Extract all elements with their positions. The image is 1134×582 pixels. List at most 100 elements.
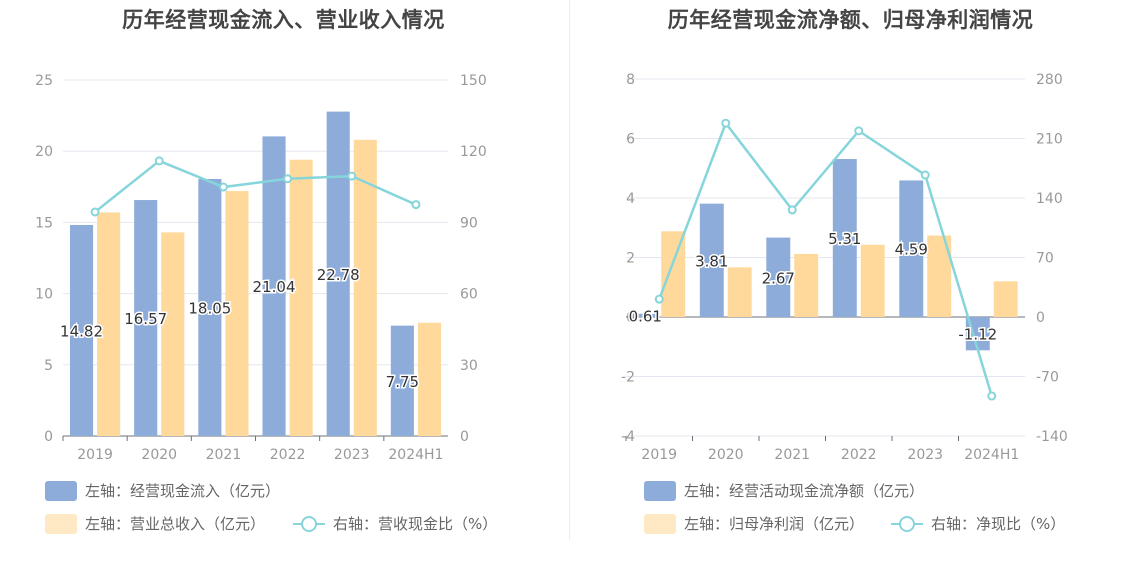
bar-data-label: 3.81 [695,252,728,270]
bar-data-label: 5.31 [828,230,861,248]
right-axis-tick-label: 280 [1036,72,1063,88]
right-axis-tick-label: 0 [460,429,469,445]
legend-item-line[interactable]: 右轴：营收现金比（%） [293,513,497,534]
bar-data-label: 7.75 [386,373,419,391]
bar-series-2[interactable] [353,139,377,437]
bar-series-1[interactable] [326,111,350,437]
right-axis-tick-label: -70 [1036,370,1059,386]
bar-series-1[interactable] [899,180,924,317]
bar-series-1[interactable] [134,200,158,436]
left-axis-tick-label: -2 [621,370,635,386]
bar-series-1[interactable] [69,224,94,436]
right-axis-tick-label: 60 [460,287,478,303]
bar-data-label: 16.57 [124,310,167,328]
legend-line-icon [293,514,325,534]
left-chart-panel: 历年经营现金流入、营业收入情况 0 5 10 15 20 25 0 30 60 90 120 150 2… [35,8,497,534]
x-axis-tick-label: 2022 [841,447,877,463]
bar-series-2[interactable] [993,281,1018,317]
line-point[interactable] [787,205,797,215]
line-point[interactable] [920,170,930,180]
left-axis-tick-label: 0 [626,310,635,326]
bar-series-2[interactable] [927,235,952,317]
bar-series-2[interactable] [417,322,442,436]
bar-series-1[interactable] [832,159,857,317]
legend-label: 右轴：净现比（%） [931,515,1066,533]
legend-swatch-icon [644,513,676,534]
right-axis-tick-label: 210 [1036,132,1063,148]
line-series [94,159,417,213]
legend-label: 左轴：营业总收入（亿元） [85,515,266,533]
bar-data-label: 0.61 [629,307,662,325]
bar-data-label: 22.78 [317,266,360,284]
x-axis-tick-label: 2019 [77,447,113,463]
right-axis-tick-label: 0 [1036,310,1045,326]
bar-series-2[interactable] [727,267,752,317]
bar-series-1[interactable] [390,325,414,436]
left-axis-tick-label: 20 [35,144,53,160]
legend-item-bar2[interactable]: 左轴：归母净利润（亿元） [644,513,864,534]
legend-item-bar1[interactable]: 左轴：经营活动现金流净额（亿元） [644,480,924,501]
right-chart-panel: 历年经营现金流净额、归母净利润情况 -4 -2 0 2 4 6 8 -140 -70 0 70 140… [567,0,1134,582]
right-axis-tick-label: -140 [1036,429,1068,445]
legend-item-bar2[interactable]: 左轴：营业总收入（亿元） [45,513,265,534]
x-axis-tick-label: 2019 [641,447,677,463]
bar-series-1[interactable] [766,237,791,317]
legend-item-bar1[interactable]: 左轴：经营现金流入（亿元） [45,480,280,501]
legend-label: 左轴：经营现金流入（亿元） [85,482,281,500]
bar-data-label: 14.82 [60,322,103,340]
line-point[interactable] [283,174,293,184]
bar-series-1[interactable] [633,313,658,317]
x-axis-tick-label: 2023 [907,447,943,463]
x-axis-tick-label: 2024H1 [388,447,443,463]
line-point[interactable] [987,391,997,401]
bar-series-2[interactable] [794,253,819,317]
bar-series-1[interactable] [965,317,990,351]
right-axis-tick-label: 30 [460,358,478,374]
chart-title: 历年经营现金流净额、归母净利润情况 [667,8,1034,32]
bar-series-2[interactable] [97,212,121,436]
x-axis-tick-label: 2023 [334,447,370,463]
legend-swatch-icon [644,480,676,501]
legend-label: 左轴：归母净利润（亿元） [684,515,865,533]
line-point[interactable] [854,126,864,136]
right-axis-tick-label: 150 [460,73,487,89]
bar-series-1[interactable] [699,203,724,317]
legend-label: 右轴：营收现金比（%） [333,515,498,533]
left-axis-tick-label: 5 [44,358,53,374]
bar-series-1[interactable] [262,136,286,437]
left-axis-tick-label: -4 [621,429,635,445]
line-point[interactable] [411,200,421,210]
bar-series-2[interactable] [225,191,249,436]
chart-plot: 0 5 10 15 20 25 0 30 60 90 120 150 2019 2020 2021 2022 2… [35,73,487,463]
bar-data-label: 21.04 [253,278,296,296]
line-point[interactable] [721,118,731,128]
left-axis-tick-label: 4 [626,191,635,207]
x-axis-tick-label: 2020 [708,447,744,463]
bar-data-label: 2.67 [762,269,795,287]
left-axis-tick-label: 6 [626,132,635,148]
bar-series-2[interactable] [661,231,686,317]
bar-series-1[interactable] [198,178,222,436]
line-point[interactable] [654,294,664,304]
line-point[interactable] [90,207,100,217]
panel-divider [569,0,570,540]
bar-series-2[interactable] [860,244,885,317]
bar-series-2[interactable] [289,159,313,436]
left-axis-tick-label: 2 [626,251,635,267]
legend-item-line[interactable]: 右轴：净现比（%） [891,513,1065,534]
x-axis-tick-label: 2021 [774,447,810,463]
x-axis-tick-label: 2020 [141,447,177,463]
bar-data-label: 4.59 [895,241,928,259]
right-axis-tick-label: 120 [460,144,487,160]
left-axis-tick-label: 8 [626,72,635,88]
left-axis-tick-label: 0 [44,429,53,445]
x-axis-tick-label: 2024H1 [964,447,1019,463]
line-point[interactable] [218,182,228,192]
legend-label: 左轴：经营活动现金流净额（亿元） [684,482,925,500]
line-series [658,120,993,397]
bar-series-2[interactable] [161,232,185,436]
right-axis-tick-label: 90 [460,215,478,231]
line-point[interactable] [154,156,164,166]
chart-title: 历年经营现金流入、营业收入情况 [122,8,445,32]
line-point[interactable] [347,171,357,181]
